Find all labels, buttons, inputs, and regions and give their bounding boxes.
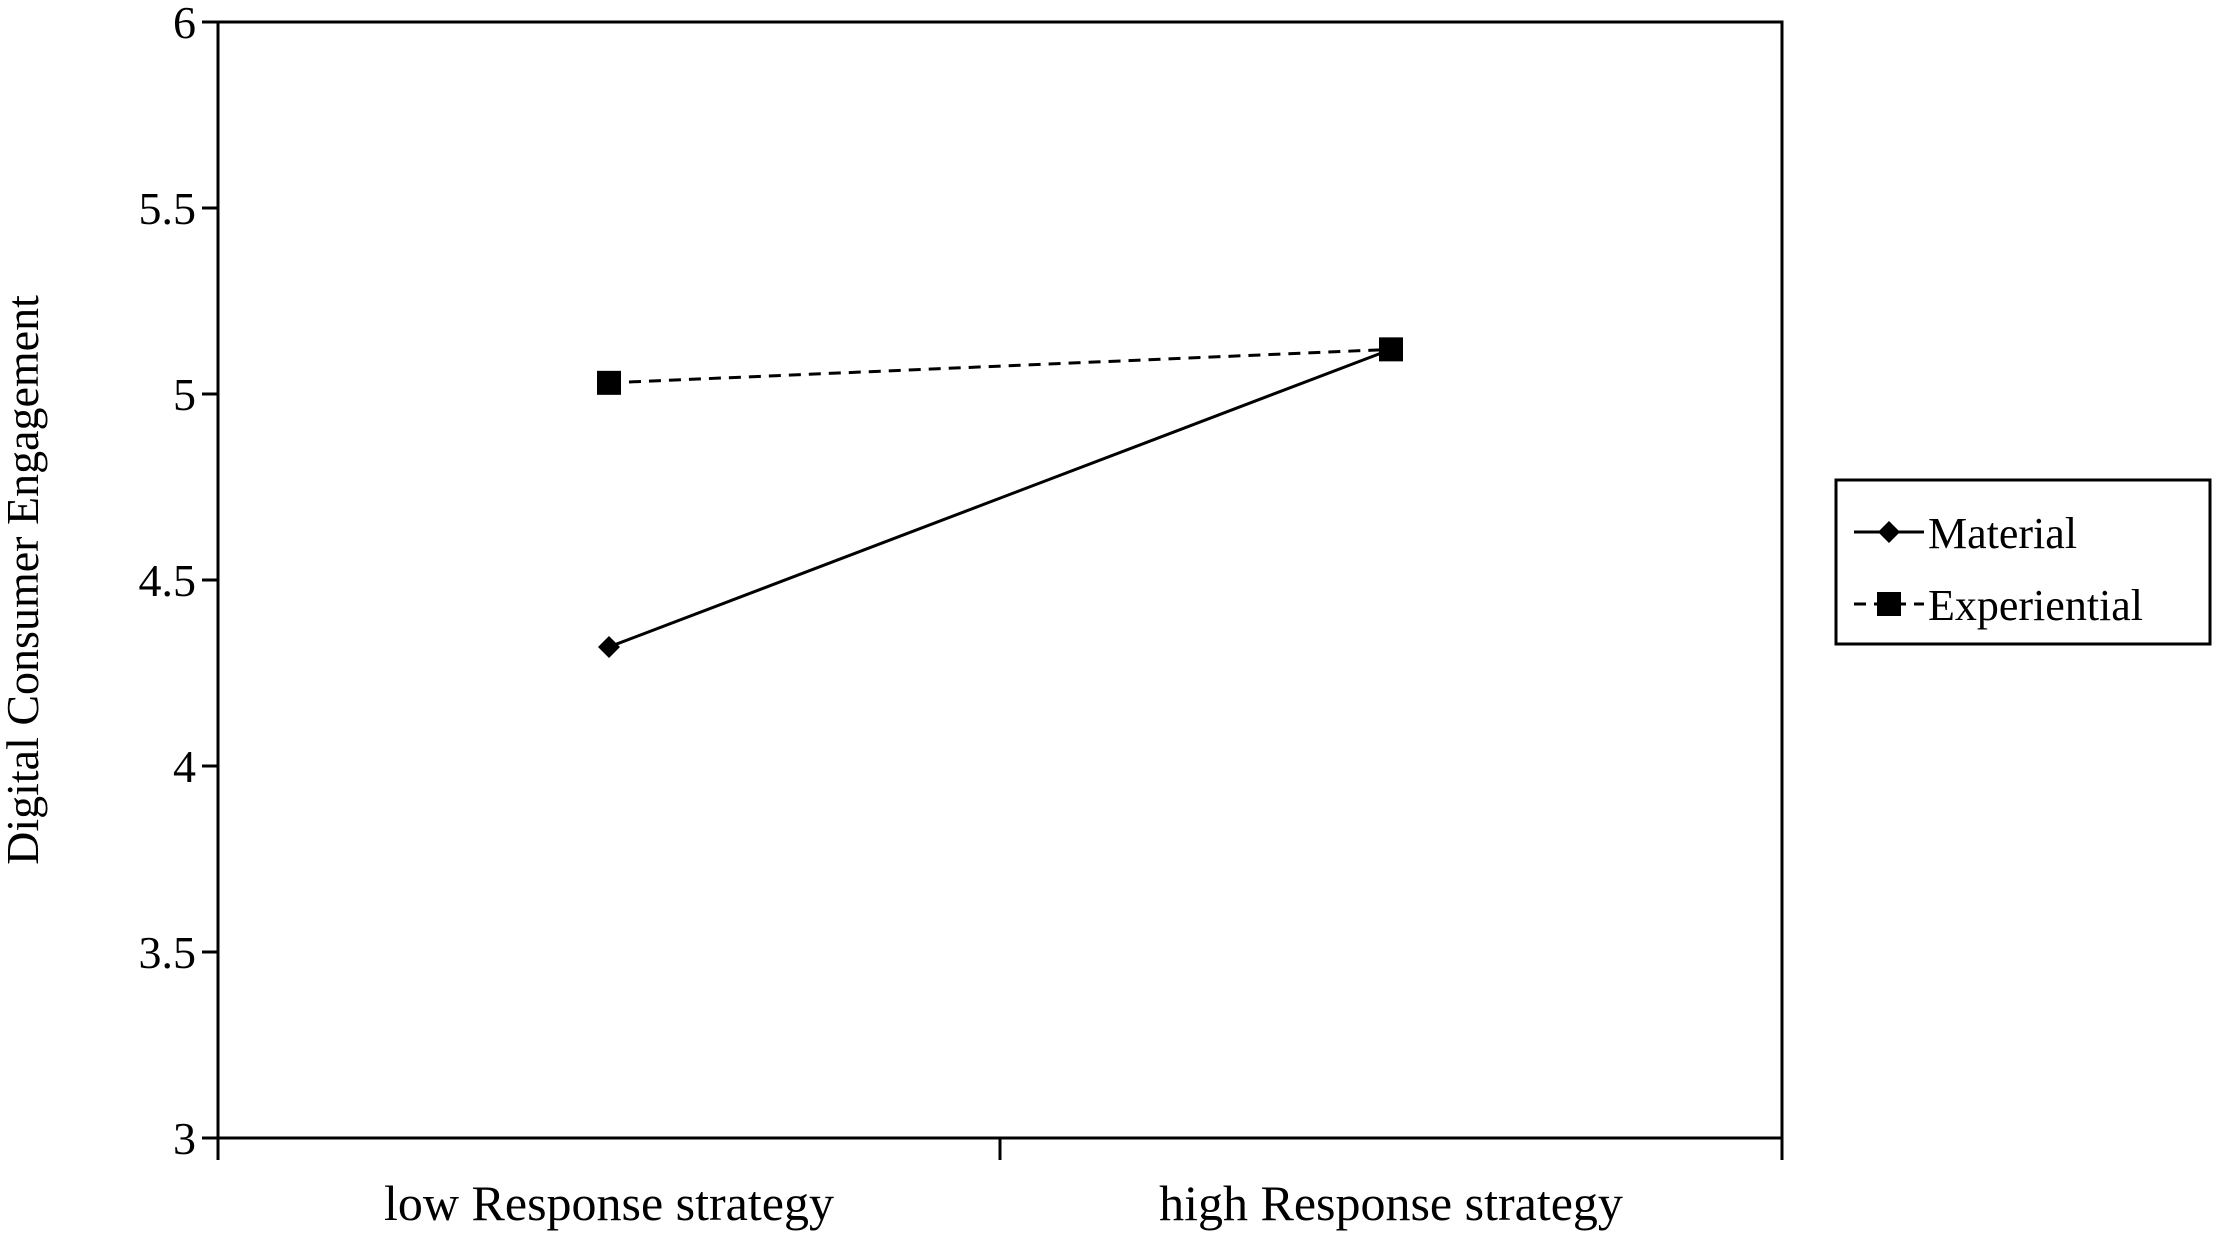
series-line xyxy=(608,347,1392,385)
legend-box xyxy=(1834,478,2212,646)
y-tick-label: 3.5 xyxy=(139,927,197,978)
legend-label: Experiential xyxy=(1928,581,2143,630)
y-axis: 3 3.5 4 4.5 5 5.5 6 xyxy=(139,0,218,1164)
legend-marker xyxy=(1877,592,1901,616)
plot-border xyxy=(216,20,1784,1140)
y-axis-title: Digital Consumer Engagement xyxy=(0,295,48,865)
y-tick-label: 4.5 xyxy=(139,555,197,606)
y-tick-label: 5.5 xyxy=(139,183,197,234)
x-tick-label: low Response strategy xyxy=(384,1175,834,1231)
data-point xyxy=(1379,337,1403,362)
legend-marker xyxy=(1878,521,1900,543)
plot-area xyxy=(216,20,1784,1140)
y-tick-label: 5 xyxy=(173,369,196,420)
series-experiential xyxy=(597,337,1403,395)
series-group xyxy=(597,337,1403,658)
x-axis: low Response strategy high Response strat… xyxy=(216,1138,1784,1231)
y-tick-label: 6 xyxy=(173,0,196,48)
series-line xyxy=(608,347,1392,649)
legend: Material Experiential xyxy=(1834,478,2212,646)
data-point xyxy=(597,370,621,395)
y-tick-label: 4 xyxy=(173,741,196,792)
data-point xyxy=(598,635,620,658)
series-material xyxy=(598,338,1402,658)
legend-label: Material xyxy=(1928,509,2077,558)
legend-item-material: Material xyxy=(1854,509,2077,558)
y-tick-label: 3 xyxy=(173,1113,196,1164)
x-tick-label: high Response strategy xyxy=(1159,1175,1623,1231)
legend-item-experiential: Experiential xyxy=(1854,581,2143,630)
